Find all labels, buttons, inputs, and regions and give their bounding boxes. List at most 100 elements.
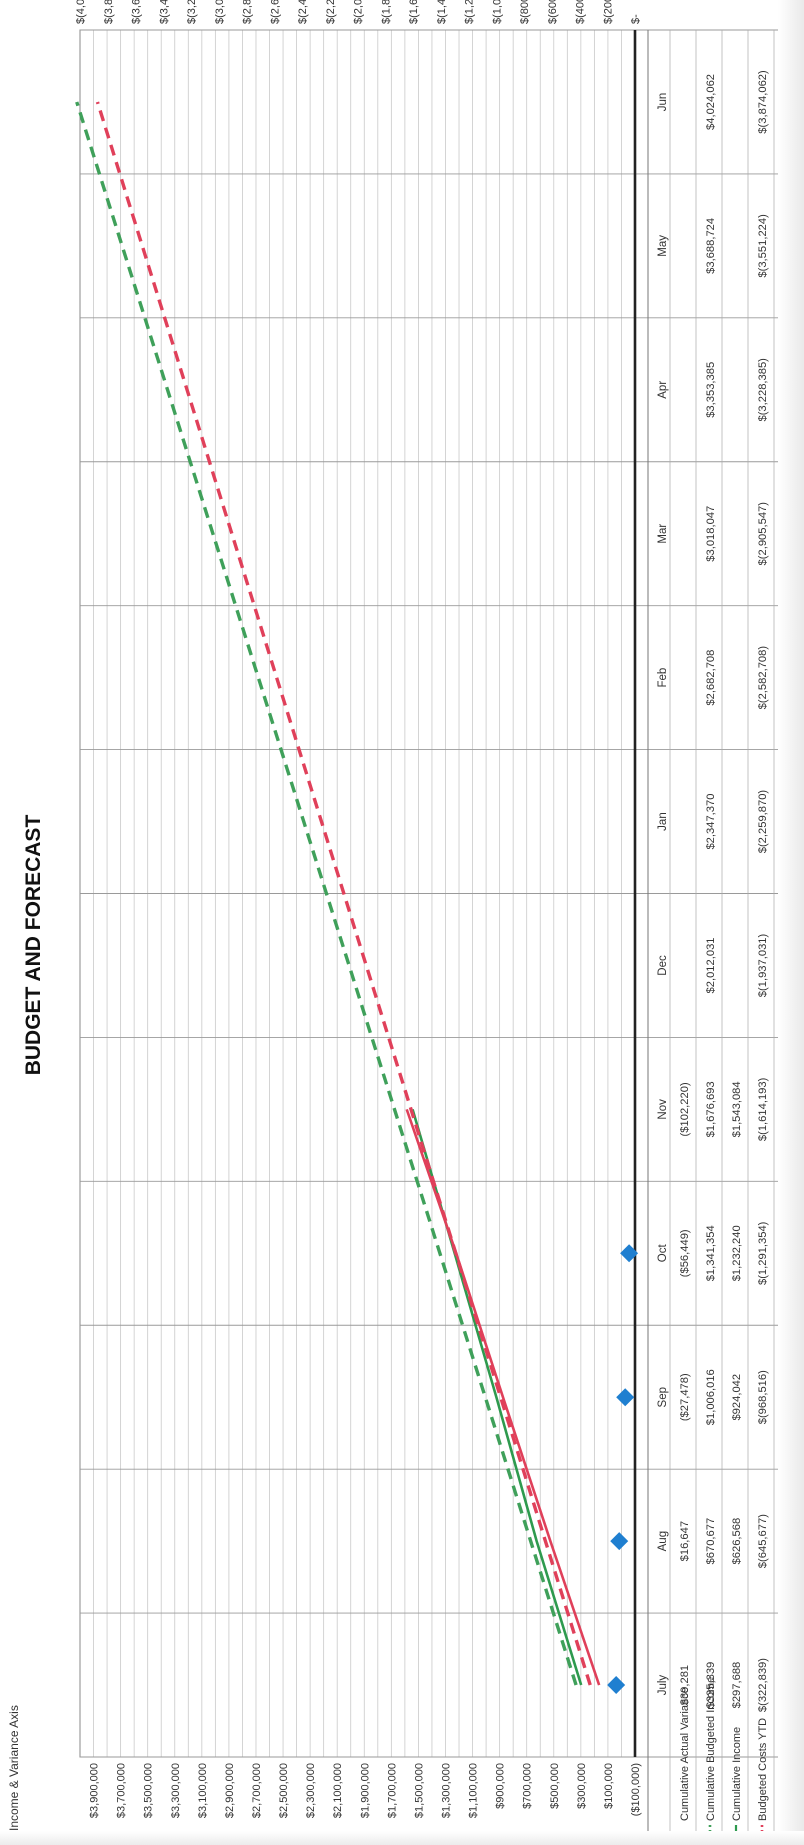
left-tick-label: $3,100,000 <box>197 1763 209 1818</box>
right-tick-label: $(1,000,000) <box>491 0 503 24</box>
table-cell-value: $3,018,047 <box>705 506 717 562</box>
table-cell-value: $626,568 <box>731 1518 743 1565</box>
table-cell-value: $3,688,724 <box>705 218 717 274</box>
right-tick-label: $(200,000) <box>602 0 614 24</box>
right-tick-label: $(3,400,000) <box>158 0 170 24</box>
left-tick-label: $2,300,000 <box>305 1763 317 1818</box>
category-label: Jun <box>657 93 669 112</box>
series-name: Cumulative Income <box>731 1727 743 1821</box>
left-axis-ticks: $3,900,000 $3,700,000 $3,500,000 $3,300,000… <box>89 1763 642 1818</box>
left-tick-label: $3,700,000 <box>116 1763 128 1818</box>
right-tick-label: $(1,800,000) <box>380 0 392 24</box>
table-cell-value: $4,024,062 <box>705 74 717 130</box>
chart-title: BUDGET AND FORECAST <box>22 815 45 1076</box>
table-cell-value: $(322,839) <box>757 1658 769 1712</box>
table-cell-value: $(3,874,062) <box>757 70 769 134</box>
variance-diamond <box>616 1388 635 1407</box>
right-tick-label: $(600,000) <box>547 0 559 24</box>
left-tick-label: ($100,000) <box>630 1763 642 1816</box>
left-tick-label: $3,300,000 <box>170 1763 182 1818</box>
right-tick-label: $(2,400,000) <box>297 0 309 24</box>
table-cell-value: $(3,228,385) <box>757 358 769 422</box>
right-tick-label: $- <box>630 14 642 24</box>
table-cell-value: $2,682,708 <box>705 650 717 706</box>
left-tick-label: $500,000 <box>549 1763 561 1809</box>
category-label: Oct <box>657 1244 669 1263</box>
series-name: Budgeted Costs YTD <box>757 1718 769 1821</box>
right-tick-label: $(3,800,000) <box>103 0 115 24</box>
page-bottom-shadow <box>0 1831 804 1845</box>
category-label: Sep <box>657 1387 669 1407</box>
right-tick-label: $(1,400,000) <box>436 0 448 24</box>
category-label: May <box>657 235 669 257</box>
series-name: Cumulative Budgeted Income <box>705 1677 717 1821</box>
right-tick-label: $(3,600,000) <box>131 0 143 24</box>
left-tick-label: $1,500,000 <box>413 1763 425 1818</box>
variance-diamond <box>610 1532 629 1551</box>
table-cell-value: $(2,905,547) <box>757 502 769 566</box>
table-cell-value: $1,341,354 <box>705 1225 717 1281</box>
category-label: Dec <box>657 955 669 976</box>
table-cell-value: $2,347,370 <box>705 794 717 850</box>
category-label: Apr <box>657 381 669 399</box>
left-tick-label: $100,000 <box>603 1763 615 1809</box>
table-cell-value: $297,688 <box>731 1662 743 1709</box>
right-tick-label: $(4,000,000) <box>75 0 87 24</box>
right-axis-ticks: $(4,000,000) $(3,800,000) $(3,600,000) $(3,… <box>75 0 642 24</box>
right-tick-label: $(2,000,000) <box>353 0 365 24</box>
table-cell-value: $(645,677) <box>757 1514 769 1568</box>
left-tick-label: $2,900,000 <box>224 1763 236 1818</box>
category-label: Feb <box>657 668 669 688</box>
table-cell-value: $(1,937,031) <box>757 933 769 997</box>
table-cell-value: $1,676,693 <box>705 1081 717 1137</box>
table-cell-value: $3,353,385 <box>705 362 717 418</box>
table-cell-value: $(968,516) <box>757 1370 769 1424</box>
table-cell-value: $(3,551,224) <box>757 214 769 278</box>
left-axis-label: Income & Variance Axis <box>7 1705 21 1831</box>
right-tick-label: $(1,200,000) <box>464 0 476 24</box>
left-tick-label: $700,000 <box>522 1763 534 1809</box>
left-tick-label: $1,900,000 <box>359 1763 371 1818</box>
table-cell-value: $2,012,031 <box>705 937 717 993</box>
series-line-budgeted-costs-ytd <box>95 101 592 1686</box>
series-line-actual-cost-ytd <box>405 1108 601 1686</box>
table-cell-value: $(1,614,193) <box>757 1077 769 1141</box>
variance-diamond <box>607 1676 626 1695</box>
left-tick-label: $1,100,000 <box>468 1763 480 1818</box>
right-tick-label: $(400,000) <box>575 0 587 24</box>
series-name: Cumulative Actual Variance <box>679 1687 691 1821</box>
right-tick-label: $(800,000) <box>519 0 531 24</box>
left-tick-label: $1,700,000 <box>386 1763 398 1818</box>
page-edge-shadow <box>778 0 804 1845</box>
category-label: Aug <box>657 1531 669 1551</box>
series-lines <box>75 101 601 1686</box>
left-tick-label: $2,500,000 <box>278 1763 290 1818</box>
table-cell-value: $1,006,016 <box>705 1369 717 1425</box>
table-cell-value: $924,042 <box>731 1374 743 1421</box>
right-tick-label: $(2,600,000) <box>269 0 281 24</box>
series-line-cumulative-budgeted-income <box>75 101 578 1686</box>
category-label: Nov <box>657 1099 669 1120</box>
table-cell-value: $670,677 <box>705 1518 717 1565</box>
left-tick-label: $3,900,000 <box>89 1763 101 1818</box>
gridlines <box>79 29 800 1758</box>
right-tick-label: $(1,600,000) <box>408 0 420 24</box>
right-tick-label: $(3,000,000) <box>214 0 226 24</box>
table-cell-value: ($27,478) <box>679 1373 691 1421</box>
table-cell-value: $39,281 <box>679 1665 691 1705</box>
table-cell-value: $(2,582,708) <box>757 646 769 710</box>
table-cell-value: $1,543,084 <box>731 1081 743 1137</box>
table-cell-value: ($56,449) <box>679 1229 691 1277</box>
right-tick-label: $(3,200,000) <box>186 0 198 24</box>
table-cell-value: ($102,220) <box>679 1082 691 1136</box>
right-tick-label: $(2,200,000) <box>325 0 337 24</box>
table-cell-value: $1,232,240 <box>731 1225 743 1281</box>
table-cell-value: $335,339 <box>705 1662 717 1709</box>
left-tick-label: $3,500,000 <box>143 1763 155 1818</box>
left-tick-label: $1,300,000 <box>440 1763 452 1818</box>
left-tick-label: $2,100,000 <box>332 1763 344 1818</box>
left-tick-label: $300,000 <box>576 1763 588 1809</box>
